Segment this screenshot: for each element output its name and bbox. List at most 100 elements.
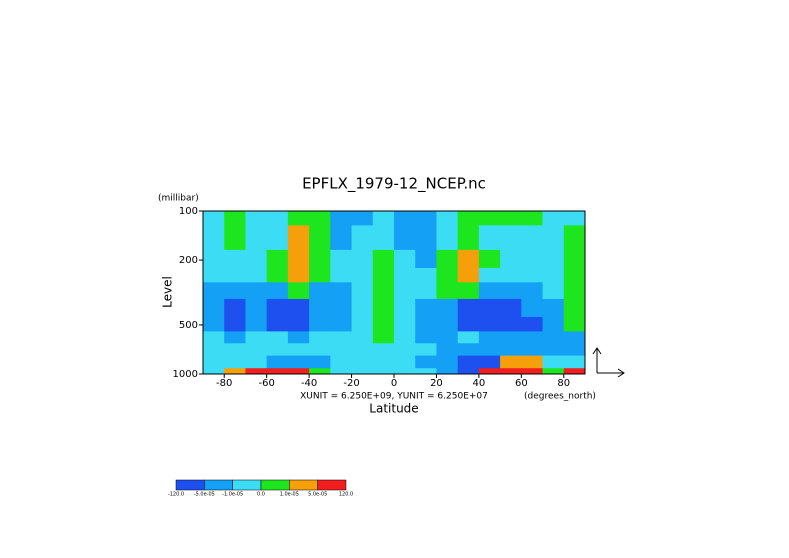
contour-cell — [521, 225, 544, 251]
contour-cell — [203, 267, 225, 283]
contour-cell — [394, 368, 416, 375]
contour-cell — [245, 368, 268, 375]
contour-cell — [542, 225, 565, 251]
contour-cell — [266, 225, 289, 251]
contour-cell — [563, 211, 586, 226]
contour-cell — [224, 368, 246, 375]
contour-cell — [224, 282, 246, 300]
contour-cell — [521, 249, 544, 269]
reference-arrow — [592, 347, 625, 378]
x-tick-label: 80 — [557, 378, 570, 389]
contour-cell — [330, 225, 353, 251]
colorbar-label: 0.0 — [257, 492, 265, 498]
contour-cell — [500, 355, 522, 369]
contour-cell — [224, 355, 246, 369]
contour-cell — [563, 249, 586, 269]
contour-cell — [394, 249, 416, 269]
contour-cell — [224, 317, 246, 332]
contour-cell — [266, 267, 289, 283]
contour-cell — [563, 317, 586, 332]
contour-cell — [287, 298, 310, 318]
contour-cell — [415, 368, 437, 375]
contour-cell — [224, 343, 246, 357]
contour-cell — [245, 317, 268, 332]
contour-cell — [224, 267, 246, 283]
contour-cell — [330, 331, 353, 344]
contour-cell — [245, 282, 268, 300]
contour-cell — [457, 249, 480, 269]
contour-cell — [372, 343, 395, 357]
x-tick-label: 60 — [515, 378, 528, 389]
contour-cell — [478, 211, 501, 226]
contour-cell — [203, 355, 225, 369]
colorbar-label: -1.0e-05 — [222, 492, 243, 498]
contour-cell — [287, 211, 310, 226]
colorbar-label: -120.0 — [168, 492, 184, 498]
contour-cell — [351, 211, 374, 226]
contour-cell — [415, 343, 437, 357]
contour-cell — [224, 331, 246, 344]
contour-cell — [563, 298, 586, 318]
colorbar-box — [289, 479, 318, 491]
contour-cell — [330, 211, 353, 226]
contour-cell — [351, 355, 374, 369]
contour-cell — [394, 331, 416, 344]
contour-cell — [478, 355, 501, 369]
contour-cell — [224, 225, 246, 251]
contour-cell — [500, 298, 522, 318]
contour-cell — [500, 331, 522, 344]
contour-cell — [521, 317, 544, 332]
contour-cell — [287, 343, 310, 357]
contour-cell — [457, 267, 480, 283]
y-tick-label: 200 — [179, 255, 198, 266]
contour-cell — [266, 331, 289, 344]
contour-cell — [287, 249, 310, 269]
contour-cell — [266, 343, 289, 357]
contour-cell — [521, 267, 544, 283]
contour-cell — [436, 317, 459, 332]
contour-cell — [478, 368, 501, 375]
contour-cell — [309, 355, 331, 369]
contour-cell — [457, 298, 480, 318]
contour-cell — [521, 368, 544, 375]
contour-cell — [330, 368, 353, 375]
contour-cell — [521, 211, 544, 226]
contour-cell — [330, 267, 353, 283]
contour-cell — [415, 331, 437, 344]
colorbar-label: 120.0 — [339, 492, 353, 498]
contour-cell — [563, 368, 586, 375]
contour-cell — [542, 298, 565, 318]
contour-cell — [542, 282, 565, 300]
contour-cell — [563, 282, 586, 300]
contour-cell — [436, 267, 459, 283]
contour-cell — [203, 298, 225, 318]
contour-cell — [330, 343, 353, 357]
contour-cell — [309, 211, 331, 226]
contour-cell — [394, 267, 416, 283]
contour-cell — [436, 343, 459, 357]
contour-cell — [245, 249, 268, 269]
contour-cell — [415, 225, 437, 251]
contour-cell — [457, 368, 480, 375]
colorbar-label: 1.0e-05 — [280, 492, 299, 498]
colorbar-box — [232, 479, 262, 491]
contour-cell — [309, 225, 331, 251]
x-tick-label: -20 — [343, 378, 359, 389]
contour-cell — [457, 331, 480, 344]
x-tick-label: -40 — [301, 378, 317, 389]
contour-cell — [500, 225, 522, 251]
contour-cell — [500, 267, 522, 283]
contour-field — [203, 211, 586, 375]
contour-cell — [224, 211, 246, 226]
contour-cell — [351, 317, 374, 332]
contour-cell — [415, 298, 437, 318]
colorbar-box — [260, 479, 290, 491]
contour-cell — [245, 343, 268, 357]
x-axis-label: Latitude — [369, 402, 418, 416]
contour-cell — [457, 211, 480, 226]
contour-cell — [245, 355, 268, 369]
contour-cell — [436, 368, 459, 375]
contour-cell — [309, 282, 331, 300]
contour-cell — [415, 249, 437, 269]
